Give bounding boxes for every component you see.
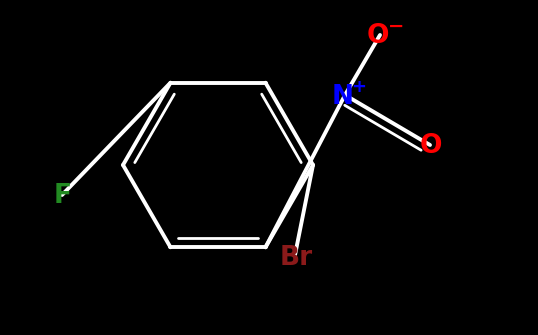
Text: N: N xyxy=(332,84,354,110)
Text: +: + xyxy=(351,78,366,96)
Text: Br: Br xyxy=(279,245,313,271)
Text: F: F xyxy=(54,183,72,209)
Text: O: O xyxy=(367,23,390,49)
Text: O: O xyxy=(420,133,442,159)
Text: −: − xyxy=(388,16,404,36)
